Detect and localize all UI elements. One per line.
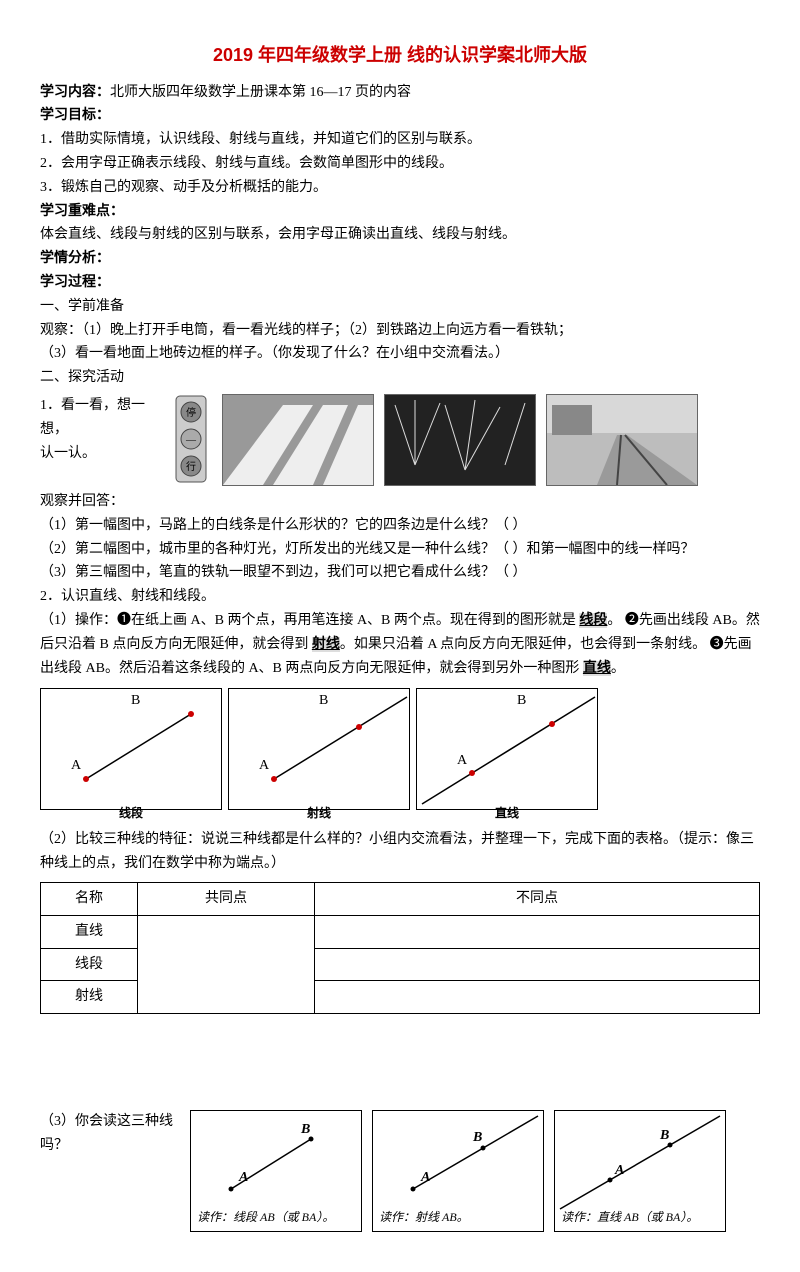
- caption-segment: 读作：线段 AB（或 BA）。: [197, 1207, 334, 1227]
- worksheet-page: 2019 年四年级数学上册 线的认识学案北师大版 学习内容：北师大版四年级数学上…: [0, 0, 800, 1272]
- study-goals-head: 学习目标：: [40, 104, 760, 128]
- read-line-box: A B 读作：直线 AB（或 BA）。: [554, 1110, 726, 1232]
- q1-line-a: 1．看一看，想一想，: [40, 394, 160, 442]
- q2-p1: （1）第一幅图中，马路上的白线条是什么形状的？它的四条边是什么线？（ ）: [40, 514, 760, 538]
- city-lights-image: [384, 394, 536, 486]
- process-head: 学习过程：: [40, 271, 760, 295]
- goal-1: 1．借助实际情境，认识线段、射线与直线，并知道它们的区别与联系。: [40, 128, 760, 152]
- term-segment: 线段: [579, 613, 607, 628]
- railway-image: [546, 394, 698, 486]
- q2-p3: （3）第三幅图中，笔直的铁轨一眼望不到边，我们可以把它看成什么线？（ ）: [40, 561, 760, 585]
- goal-3: 3．锻炼自己的观察、动手及分析概括的能力。: [40, 176, 760, 200]
- row-segment: 线段: [41, 948, 138, 981]
- svg-text:A: A: [614, 1163, 624, 1178]
- analysis-head: 学情分析：: [40, 247, 760, 271]
- cell-diff-3[interactable]: [315, 981, 760, 1014]
- hard-points-head: 学习重难点：: [40, 200, 760, 224]
- observe-line1: 观察：（1）晚上打开手电筒，看一看光线的样子；（2）到铁路边上向远方看一看铁轨；: [40, 319, 760, 343]
- compare-intro: （2）比较三种线的特征：说说三种线都是什么样的？小组内交流看法，并整理一下，完成…: [40, 828, 760, 876]
- traffic-light-icon: 停 — 行: [170, 394, 212, 484]
- read-segment-box: A B 读作：线段 AB（或 BA）。: [190, 1110, 362, 1232]
- cell-diff-2[interactable]: [315, 948, 760, 981]
- svg-text:B: B: [659, 1128, 669, 1143]
- caption-ray: 读作：射线 AB。: [379, 1207, 469, 1227]
- study-content: 学习内容：北师大版四年级数学上册课本第 16—17 页的内容: [40, 81, 760, 105]
- caption-line: 读作：直线 AB（或 BA）。: [561, 1207, 698, 1227]
- observe-line2: （3）看一看地面上地砖边框的样子。（你发现了什么？在小组中交流看法。）: [40, 342, 760, 366]
- th-common: 共同点: [138, 882, 315, 915]
- svg-text:—: —: [185, 435, 197, 446]
- hard-points-text: 体会直线、线段与射线的区别与联系，会用字母正确读出直线、线段与射线。: [40, 223, 760, 247]
- ray-diagram: A B 射线: [228, 688, 410, 810]
- goal-2: 2．会用字母正确表示线段、射线与直线。会数简单图形中的线段。: [40, 152, 760, 176]
- cell-common[interactable]: [138, 915, 315, 1013]
- cell-diff-1[interactable]: [315, 915, 760, 948]
- svg-text:B: B: [517, 693, 526, 708]
- row-line: 直线: [41, 915, 138, 948]
- svg-text:行: 行: [186, 460, 196, 473]
- th-name: 名称: [41, 882, 138, 915]
- section-1-head: 一、学前准备: [40, 295, 760, 319]
- term-ray: 射线: [312, 637, 340, 652]
- read-question: （3）你会读这三种线吗？: [40, 1110, 180, 1158]
- row-ray: 射线: [41, 981, 138, 1014]
- comparison-table: 名称 共同点 不同点 直线 线段 射线: [40, 882, 760, 1014]
- image-row: 1．看一看，想一想， 认一认。 停 — 行: [40, 394, 760, 486]
- crosswalk-image: [222, 394, 374, 486]
- operation-text: （1）操作：❶在纸上画 A、B 两个点，再用笔连接 A、B 两个点。现在得到的图…: [40, 609, 760, 680]
- svg-text:A: A: [259, 758, 270, 773]
- q1-line-b: 认一认。: [40, 442, 160, 466]
- observe-answer-head: 观察并回答：: [40, 490, 760, 514]
- section-2-head: 二、探究活动: [40, 366, 760, 390]
- read-ray-box: A B 读作：射线 AB。: [372, 1110, 544, 1232]
- svg-text:停: 停: [186, 406, 196, 419]
- term-line: 直线: [583, 661, 611, 676]
- svg-text:A: A: [238, 1170, 248, 1185]
- svg-text:A: A: [457, 753, 468, 768]
- segment-diagram: A B 线段: [40, 688, 222, 810]
- svg-text:A: A: [71, 758, 82, 773]
- q2-p2: （2）第二幅图中，城市里的各种灯光，灯所发出的光线又是一种什么线？（ ）和第一幅…: [40, 538, 760, 562]
- svg-text:B: B: [300, 1122, 310, 1137]
- th-diff: 不同点: [315, 882, 760, 915]
- line-diagram: A B 直线: [416, 688, 598, 810]
- q2-head: 2．认识直线、射线和线段。: [40, 585, 760, 609]
- reading-row: （3）你会读这三种线吗？ A B 读作：线段 AB（或 BA）。 A B 读作：…: [40, 1110, 760, 1232]
- three-diagrams: A B 线段 A B 射线 A B 直线: [40, 688, 760, 810]
- page-title: 2019 年四年级数学上册 线的认识学案北师大版: [40, 40, 760, 71]
- svg-text:B: B: [472, 1130, 482, 1145]
- svg-text:B: B: [131, 693, 140, 708]
- svg-text:A: A: [420, 1170, 430, 1185]
- svg-text:B: B: [319, 693, 328, 708]
